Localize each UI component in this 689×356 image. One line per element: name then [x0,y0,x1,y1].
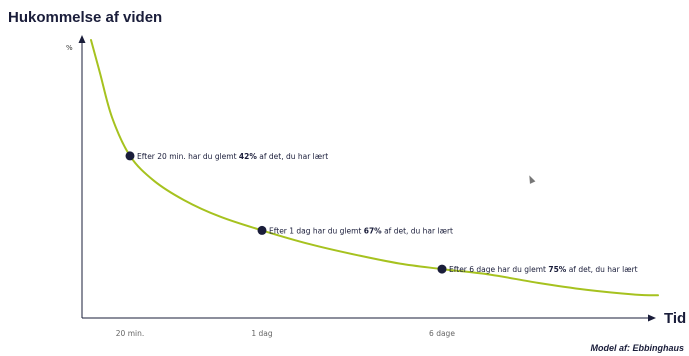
x-tick-label: 1 dag [251,329,273,338]
annotation-label: Efter 1 dag har du glemt 67% af det, du … [269,226,453,235]
y-axis-arrow [78,35,86,43]
x-axis-label: Tid [664,310,686,327]
data-point-marker [437,264,447,274]
chart-title: Hukommelse af viden [8,9,162,26]
data-point-marker [125,151,135,161]
annotation-label: Efter 6 dage har du glemt 75% af det, du… [449,265,638,274]
y-axis-label: % [66,44,73,52]
x-tick-label: 6 dage [429,329,455,338]
x-tick-label: 20 min. [116,329,144,338]
annotation-label: Efter 20 min. har du glemt 42% af det, d… [137,152,328,161]
x-axis-arrow [648,314,656,322]
model-credit: Model af: Ebbinghaus [591,343,685,353]
data-point-marker [257,225,267,235]
forgetting-curve-line [90,39,659,297]
